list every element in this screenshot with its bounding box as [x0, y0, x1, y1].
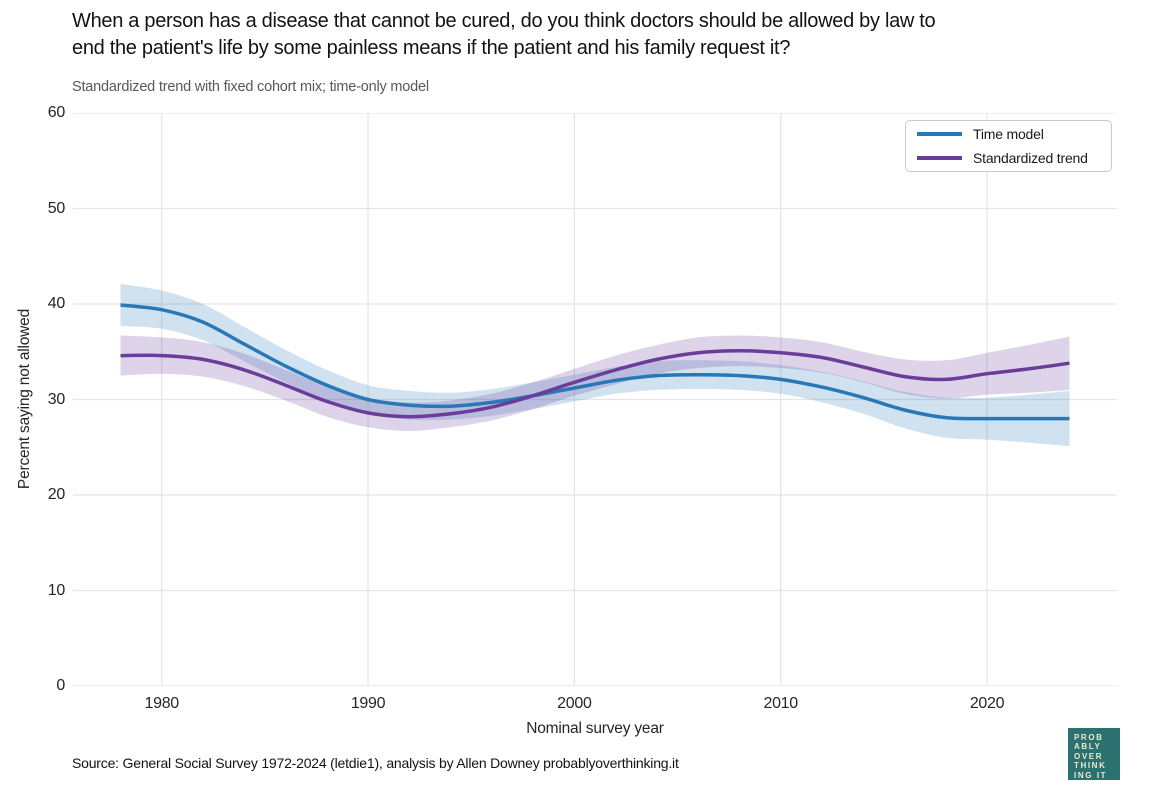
- plot-area: [73, 113, 1117, 686]
- y-tick-30: 30: [47, 390, 66, 408]
- probablyoverthinking-logo: PROB ABLY OVER THINK ING IT: [1068, 728, 1120, 780]
- x-tick-1980: 1980: [144, 695, 180, 712]
- legend-item-standardized-trend: Standardized trend: [917, 150, 1111, 166]
- x-tick-2020: 2020: [969, 695, 1005, 712]
- time-model-line: [120, 303, 1070, 421]
- title-line-2: end the patient's life by some painless …: [72, 37, 791, 59]
- source-text: Source: General Social Survey 1972-2024 …: [72, 755, 679, 771]
- y-tick-0: 0: [56, 677, 65, 694]
- y-axis-label: Percent saying not allowed: [16, 309, 33, 490]
- standardized-trend-line: [120, 349, 1070, 419]
- page-title: When a person has a disease that cannot …: [72, 8, 1164, 62]
- title-line-1: When a person has a disease that cannot …: [72, 10, 936, 32]
- legend-label: Standardized trend: [973, 150, 1088, 166]
- x-tick-2010: 2010: [763, 695, 798, 712]
- time-model-line-swatch: [917, 132, 962, 136]
- legend: Time model Standardized trend: [905, 120, 1112, 172]
- legend-item-time-model: Time model: [917, 126, 1111, 142]
- y-tick-40: 40: [47, 295, 66, 312]
- chart-subtitle: Standardized trend with fixed cohort mix…: [72, 79, 429, 95]
- y-tick-50: 50: [47, 199, 66, 217]
- y-tick-10: 10: [47, 581, 66, 599]
- standardized-trend-line-swatch: [917, 156, 962, 160]
- x-axis-label: Nominal survey year: [526, 720, 664, 737]
- y-tick-60: 60: [47, 104, 66, 121]
- x-tick-1990: 1990: [350, 695, 386, 712]
- legend-label: Time model: [973, 126, 1044, 142]
- x-tick-2000: 2000: [557, 695, 592, 712]
- y-tick-20: 20: [47, 486, 66, 503]
- time-model-confidence-band: [120, 283, 1070, 447]
